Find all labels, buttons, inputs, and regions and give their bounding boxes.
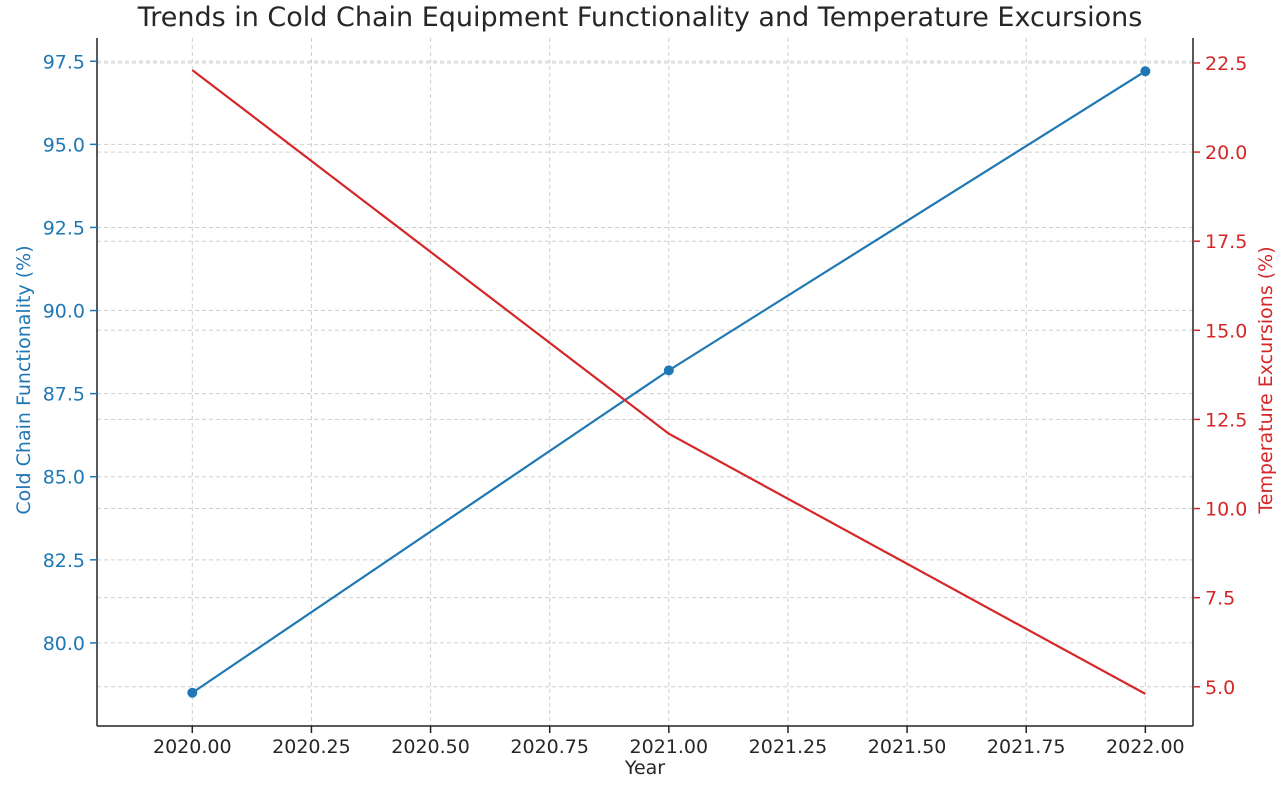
- right-y-tick-label: 7.5: [1205, 588, 1235, 610]
- x-tick-label: 2021.50: [868, 736, 947, 758]
- series-line-temperature-excursions: [191, 69, 1146, 695]
- right-y-tick-label: 17.5: [1205, 231, 1247, 253]
- right-y-tick-label: 22.5: [1205, 53, 1247, 75]
- x-tick-label: 2020.75: [510, 736, 589, 758]
- left-y-tick-label: 87.5: [43, 384, 85, 406]
- right-y-tick-label: 10.0: [1205, 499, 1247, 521]
- x-tick-label: 2021.00: [630, 736, 709, 758]
- right-y-tick-label: 15.0: [1205, 320, 1247, 342]
- left-y-tick-label: 95.0: [43, 134, 85, 156]
- left-y-tick-label: 85.0: [43, 467, 85, 489]
- left-y-tick-label: 97.5: [43, 51, 85, 73]
- x-tick-label: 2021.25: [749, 736, 828, 758]
- data-point-functionality: [663, 365, 674, 376]
- left-y-axis-label: Cold Chain Functionality (%): [13, 245, 35, 515]
- left-y-tick-label: 82.5: [43, 550, 85, 572]
- x-tick-label: 2020.50: [391, 736, 470, 758]
- right-y-tick-label: 5.0: [1205, 677, 1235, 699]
- right-y-tick-label: 12.5: [1205, 409, 1247, 431]
- right-y-tick-label: 20.0: [1205, 142, 1247, 164]
- x-axis-label: Year: [624, 757, 666, 779]
- x-tick-label: 2021.75: [987, 736, 1066, 758]
- chart-title: Trends in Cold Chain Equipment Functiona…: [137, 2, 1143, 33]
- left-y-tick-label: 92.5: [43, 217, 85, 239]
- left-y-tick-label: 90.0: [43, 301, 85, 323]
- x-tick-label: 2022.00: [1106, 736, 1185, 758]
- left-y-tick-label: 80.0: [43, 633, 85, 655]
- data-point-functionality: [187, 687, 198, 698]
- x-tick-label: 2020.25: [272, 736, 351, 758]
- data-point-functionality: [1140, 66, 1151, 77]
- x-tick-label: 2020.00: [153, 736, 232, 758]
- right-y-axis-label: Temperature Excursions (%): [1255, 246, 1277, 514]
